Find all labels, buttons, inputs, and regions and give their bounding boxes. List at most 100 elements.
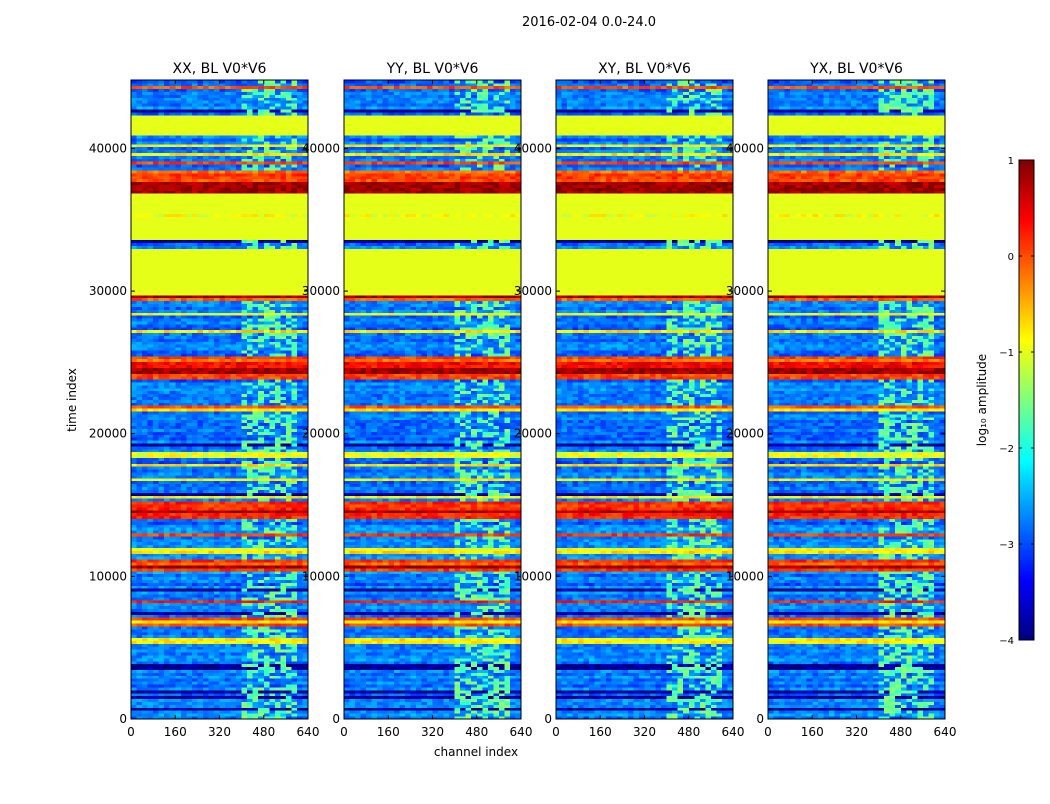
heatmap-cell: [159, 574, 165, 577]
heatmap-cell: [269, 588, 275, 591]
heatmap-cell: [253, 612, 259, 615]
heatmap-cell: [253, 519, 259, 522]
heatmap-cell: [214, 565, 220, 568]
heatmap-cell: [181, 707, 187, 710]
heatmap-cell: [208, 574, 214, 577]
heatmap-cell: [264, 638, 270, 641]
heatmap-cell: [280, 603, 286, 606]
heatmap-cell: [164, 521, 170, 524]
heatmap-cell: [208, 519, 214, 522]
heatmap-cell: [220, 667, 226, 670]
heatmap-cell: [225, 696, 231, 699]
heatmap-cell: [142, 524, 148, 527]
heatmap-cell: [131, 655, 137, 658]
heatmap-cell: [170, 571, 176, 574]
heatmap-cell: [175, 591, 181, 594]
heatmap-cell: [148, 516, 154, 519]
heatmap-cell: [153, 519, 159, 522]
heatmap-cell: [164, 536, 170, 539]
heatmap-cell: [225, 565, 231, 568]
heatmap-cell: [291, 641, 297, 644]
heatmap-cell: [280, 556, 286, 559]
heatmap-cell: [280, 661, 286, 664]
heatmap-cell: [153, 702, 159, 705]
heatmap-cell: [220, 542, 226, 545]
heatmap-cell: [197, 629, 203, 632]
heatmap-cell: [192, 542, 198, 545]
heatmap-cell: [208, 664, 214, 667]
heatmap-cell: [253, 632, 259, 635]
heatmap-cell: [159, 690, 165, 693]
heatmap-cell: [192, 574, 198, 577]
heatmap-cell: [192, 536, 198, 539]
heatmap-cell: [247, 516, 253, 519]
figure: 2016-02-04 0.0-24.0 channel index time i…: [0, 0, 1050, 800]
heatmap-cell: [220, 519, 226, 522]
heatmap-cell: [297, 533, 303, 536]
heatmap-cell: [131, 513, 137, 516]
heatmap-cell: [192, 510, 198, 513]
heatmap-cell: [247, 527, 253, 530]
heatmap-cell: [192, 548, 198, 551]
heatmap-cell: [131, 702, 137, 705]
heatmap-cell: [225, 539, 231, 542]
heatmap-cell: [269, 545, 275, 548]
heatmap-cell: [131, 524, 137, 527]
heatmap-cell: [170, 553, 176, 556]
heatmap-cell: [275, 582, 281, 585]
heatmap-cell: [186, 658, 192, 661]
heatmap-cell: [231, 542, 237, 545]
heatmap-cell: [203, 658, 209, 661]
heatmap-cell: [236, 585, 242, 588]
heatmap-cell: [142, 597, 148, 600]
heatmap-cell: [142, 501, 148, 504]
heatmap-cell: [253, 510, 259, 513]
heatmap-cell: [208, 702, 214, 705]
heatmap-cell: [186, 673, 192, 676]
heatmap-cell: [280, 524, 286, 527]
heatmap-cell: [225, 507, 231, 510]
heatmap-cell: [170, 594, 176, 597]
heatmap-cell: [181, 687, 187, 690]
heatmap-cell: [153, 710, 159, 713]
heatmap-cell: [159, 553, 165, 556]
heatmap-cell: [203, 678, 209, 681]
heatmap-cell: [286, 501, 292, 504]
heatmap-cell: [242, 702, 248, 705]
heatmap-cell: [291, 559, 297, 562]
heatmap-cell: [197, 594, 203, 597]
heatmap-cell: [131, 673, 137, 676]
heatmap-cell: [242, 673, 248, 676]
heatmap-cell: [186, 585, 192, 588]
heatmap-cell: [264, 597, 270, 600]
heatmap-cell: [236, 704, 242, 707]
heatmap-cell: [131, 559, 137, 562]
heatmap-cell: [208, 545, 214, 548]
heatmap-cell: [148, 690, 154, 693]
heatmap-cell: [220, 612, 226, 615]
heatmap-cell: [247, 629, 253, 632]
heatmap-cell: [253, 553, 259, 556]
heatmap-cell: [297, 519, 303, 522]
heatmap-cell: [131, 612, 137, 615]
heatmap-cell: [175, 620, 181, 623]
heatmap-cell: [291, 539, 297, 542]
heatmap-cell: [247, 664, 253, 667]
heatmap-cell: [231, 516, 237, 519]
heatmap-cell: [170, 655, 176, 658]
heatmap-cell: [208, 524, 214, 527]
heatmap-cell: [170, 704, 176, 707]
heatmap-cell: [220, 559, 226, 562]
heatmap-cell: [203, 574, 209, 577]
heatmap-cell: [137, 551, 143, 554]
heatmap-cell: [297, 699, 303, 702]
heatmap-cell: [242, 551, 248, 554]
heatmap-cell: [236, 568, 242, 571]
heatmap-cell: [186, 664, 192, 667]
heatmap-cell: [280, 533, 286, 536]
heatmap-cell: [269, 693, 275, 696]
heatmap-cell: [192, 658, 198, 661]
heatmap-cell: [131, 635, 137, 638]
heatmap-cell: [137, 530, 143, 533]
heatmap-cell: [142, 533, 148, 536]
